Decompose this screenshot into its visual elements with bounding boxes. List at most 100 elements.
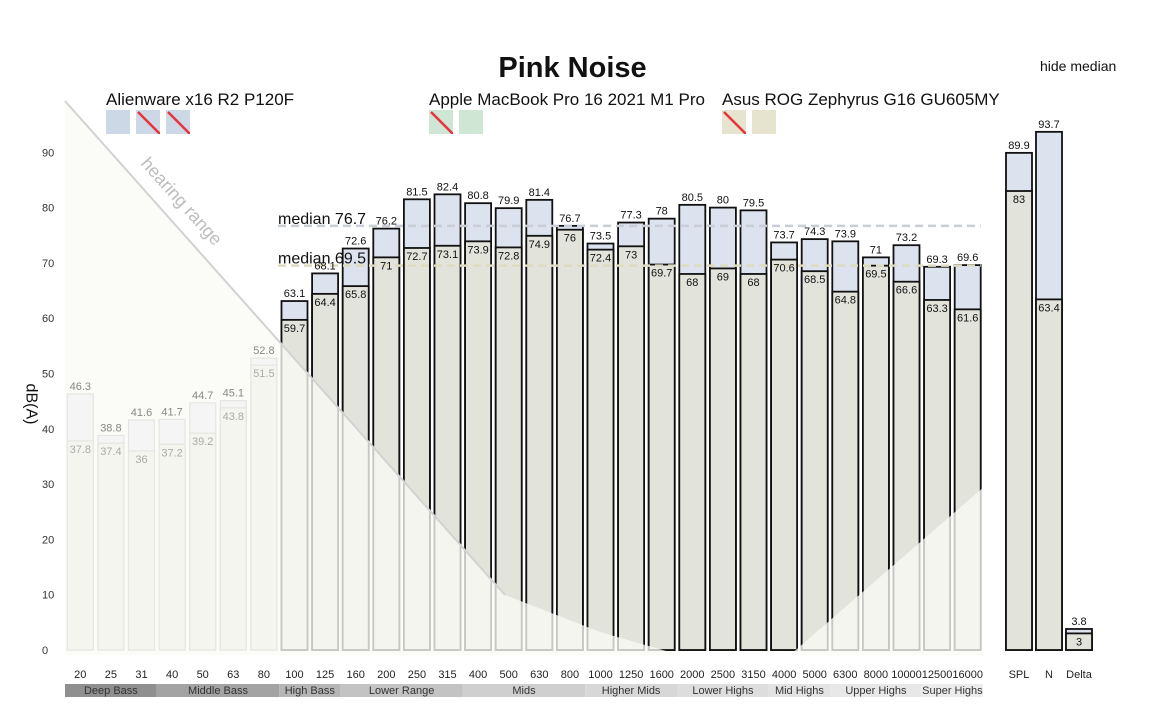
- legend-swatch[interactable]: [136, 110, 161, 135]
- x-tick-label: 16000: [952, 669, 983, 681]
- bar-label-top: 41.6: [131, 407, 152, 419]
- x-tick-label: 250: [408, 669, 426, 681]
- bar-bottom-2000: [678, 273, 707, 651]
- bar-label-bottom: 51.5: [253, 368, 274, 380]
- bar-label-top: 80.8: [467, 190, 488, 202]
- y-tick-label: 20: [42, 534, 54, 546]
- median-label: median 76.7: [278, 211, 366, 228]
- bar-label-bottom: 65.8: [345, 289, 366, 301]
- bar-bottom-4000: [770, 258, 798, 651]
- bar-label-bottom: 66.6: [896, 285, 917, 297]
- band-mids: [462, 684, 586, 697]
- bar-label-top: 74.3: [804, 226, 825, 238]
- legend-swatch[interactable]: [166, 110, 191, 135]
- summary-bar-bottom-delta: [1065, 632, 1093, 651]
- bar-label-bottom: 73.9: [467, 244, 488, 256]
- band-label: Upper Highs: [845, 685, 907, 697]
- y-tick-label: 30: [42, 479, 54, 491]
- x-tick-label: 12500: [922, 669, 953, 681]
- x-tick-label: 63: [227, 669, 239, 681]
- summary-label-bottom: 63.4: [1038, 302, 1059, 314]
- bar-label-bottom: 64.8: [835, 295, 856, 307]
- bar-label-top: 69.6: [957, 252, 978, 264]
- bar-label-bottom: 74.9: [529, 239, 550, 251]
- bar-bottom-3150: [739, 273, 768, 651]
- band-high-bass: [279, 684, 341, 697]
- bar-label-bottom: 68: [686, 277, 698, 289]
- bar-label-bottom: 76: [564, 233, 576, 245]
- disabled-slash-icon: [430, 111, 454, 135]
- bar-label-top: 80.5: [682, 192, 703, 204]
- bar-label-top: 79.9: [498, 195, 519, 207]
- x-tick-label: 40: [166, 669, 178, 681]
- bar-label-top: 73.9: [835, 228, 856, 240]
- x-tick-label: 50: [197, 669, 209, 681]
- band-super-highs: [921, 684, 983, 697]
- hearing-range-area: [65, 101, 983, 655]
- bar-label-bottom: 69: [717, 271, 729, 283]
- bar-label-top: 76.7: [559, 213, 580, 225]
- x-tick-label: 500: [500, 669, 518, 681]
- bar-label-top: 71: [870, 244, 882, 256]
- x-axis-labels: 20 25 31 40 50 63 80 100 125 160 200 250 315 400 500 63…: [74, 669, 983, 681]
- bar-label-bottom: 64.4: [314, 297, 335, 309]
- bar-label-top: 77.3: [620, 210, 641, 222]
- x-tick-label: 20: [74, 669, 86, 681]
- bar-value-labels: 46.3 37.8 38.8 37.4 41.6 36 41.7 37.2 44.7 39.2 45…: [70, 181, 979, 466]
- bar-bottom-1000: [586, 248, 615, 651]
- bar-label-top: 81.5: [406, 186, 427, 198]
- band-label: Mid Highs: [775, 685, 824, 697]
- bar-bottom-6300: [831, 290, 860, 651]
- summary-bar-bottom-n: [1035, 298, 1063, 651]
- legend-swatch[interactable]: [429, 110, 454, 135]
- x-tick-label: 630: [530, 669, 548, 681]
- band-deep-bass: [65, 684, 157, 697]
- hide-median-toggle[interactable]: hide median: [1040, 58, 1117, 74]
- bar-label-bottom: 68.5: [804, 274, 825, 286]
- legend-swatch[interactable]: [459, 110, 483, 134]
- band-label: Middle Bass: [188, 685, 248, 697]
- bar-label-top: 45.1: [223, 388, 244, 400]
- band-middle-bass: [156, 684, 280, 697]
- bar-label-top: 79.5: [743, 197, 764, 209]
- median-lines: median 76.7 median 69.5: [278, 211, 981, 268]
- y-tick-label: 60: [42, 313, 54, 325]
- x-tick-label: 2000: [680, 669, 704, 681]
- x-tick-label: 10000: [891, 669, 922, 681]
- summary-x-label: N: [1045, 669, 1053, 681]
- x-tick-label: 2500: [711, 669, 735, 681]
- summary-bars: 89.9 83 SPL 93.7 63.4 N 3.8 3 Delta: [1005, 119, 1093, 681]
- x-tick-label: 800: [561, 669, 579, 681]
- bar-label-top: 82.4: [437, 181, 458, 193]
- summary-label-bottom: 3: [1076, 636, 1082, 648]
- band-label: Super Highs: [922, 685, 983, 697]
- x-tick-label: 125: [316, 669, 334, 681]
- bar-label-top: 69.3: [926, 254, 947, 266]
- summary-x-label: Delta: [1066, 669, 1093, 681]
- bar-label-top: 68.1: [314, 260, 335, 272]
- disabled-slash-icon: [167, 111, 191, 135]
- bar-label-top: 46.3: [70, 381, 91, 393]
- bar-label-bottom: 63.3: [926, 303, 947, 315]
- bar-label-bottom: 73.1: [437, 249, 458, 261]
- summary-bar-bottom-spl: [1005, 190, 1033, 651]
- x-tick-label: 4000: [772, 669, 796, 681]
- band-lower-highs: [677, 684, 769, 697]
- legend-label: Apple MacBook Pro 16 2021 M1 Pro: [429, 90, 705, 109]
- summary-label-top: 93.7: [1038, 119, 1059, 131]
- bar-label-bottom: 71: [380, 260, 392, 272]
- bar-label-top: 80: [717, 195, 729, 207]
- bar-label-bottom: 37.2: [161, 447, 182, 459]
- bar-label-bottom: 37.4: [100, 446, 121, 458]
- band-label: Higher Mids: [602, 685, 661, 697]
- bar-label-bottom: 39.2: [192, 436, 213, 448]
- x-tick-label: 80: [258, 669, 270, 681]
- legend-swatch[interactable]: [752, 110, 776, 134]
- legend-swatch[interactable]: [722, 110, 747, 135]
- band-higher-mids: [585, 684, 677, 697]
- disabled-slash-icon: [723, 111, 747, 135]
- legend-swatch[interactable]: [106, 110, 130, 134]
- bar-bottom-1250: [617, 245, 645, 651]
- bar-label-top: 81.4: [529, 187, 550, 199]
- y-tick-label: 10: [42, 590, 54, 602]
